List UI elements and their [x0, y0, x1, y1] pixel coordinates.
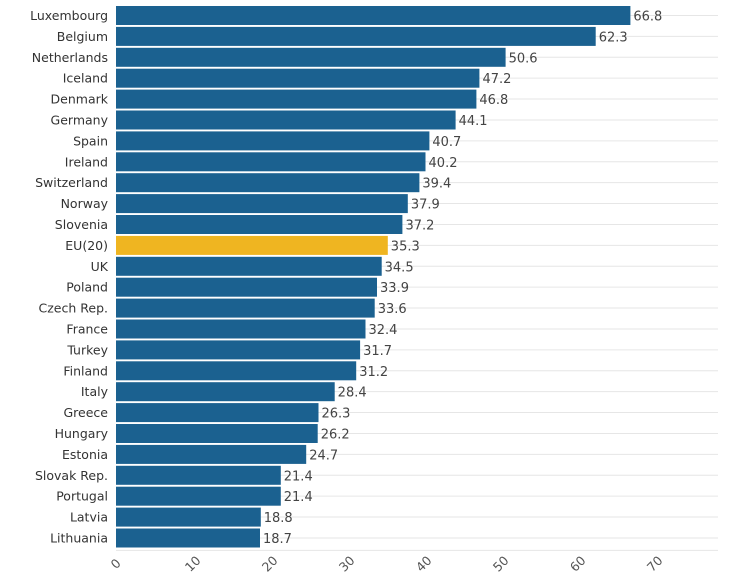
value-label: 50.6: [509, 51, 538, 66]
value-label: 18.8: [264, 511, 293, 526]
category-label: Slovenia: [55, 217, 108, 232]
category-label: Norway: [61, 196, 109, 211]
bars: [116, 6, 631, 548]
value-label: 26.2: [321, 427, 350, 442]
value-label: 24.7: [309, 448, 338, 463]
value-label: 66.8: [633, 9, 662, 24]
bar[interactable]: [116, 173, 420, 193]
category-label: Latvia: [70, 510, 108, 525]
bar[interactable]: [116, 47, 506, 67]
bar[interactable]: [116, 235, 388, 255]
bar[interactable]: [116, 507, 261, 527]
value-label: 44.1: [459, 114, 488, 129]
category-label: EU(20): [65, 238, 108, 253]
value-label: 33.6: [378, 302, 407, 317]
value-label: 39.4: [422, 177, 451, 192]
x-tick-label: 20: [259, 553, 281, 575]
x-axis-ticks: 0 10 20 30 40 50 60 70: [108, 553, 666, 575]
category-label: Czech Rep.: [39, 301, 108, 316]
category-label: Portugal: [56, 489, 108, 504]
value-label: 31.2: [359, 365, 388, 380]
category-label: Luxembourg: [30, 8, 108, 23]
value-label: 34.5: [385, 260, 414, 275]
x-tick-label: 30: [336, 553, 358, 575]
category-label: Estonia: [62, 447, 108, 462]
bar[interactable]: [116, 68, 480, 88]
bar[interactable]: [116, 361, 357, 381]
value-label: 26.3: [322, 407, 351, 422]
bar[interactable]: [116, 277, 377, 297]
value-labels: 66.8 62.3 50.6 47.2 46.8 44.1 40.7 40.2 39.4 37.9…: [263, 9, 662, 547]
bar[interactable]: [116, 194, 408, 214]
value-label: 46.8: [479, 93, 508, 108]
bar[interactable]: [116, 215, 403, 234]
bar[interactable]: [116, 298, 375, 318]
bar[interactable]: [116, 110, 456, 130]
value-label: 37.2: [405, 218, 434, 233]
value-label: 18.7: [263, 532, 292, 547]
x-tick-label: 0: [108, 555, 124, 571]
category-label: UK: [91, 259, 109, 274]
bar[interactable]: [116, 256, 382, 276]
bar[interactable]: [116, 89, 477, 109]
x-tick-label: 40: [413, 553, 435, 575]
value-label: 28.4: [338, 386, 367, 401]
category-labels: Luxembourg Belgium Netherlands Iceland Denma…: [30, 8, 109, 546]
bar[interactable]: [116, 528, 260, 548]
category-label: Italy: [81, 384, 109, 399]
x-tick-label: 50: [490, 553, 512, 575]
bar[interactable]: [116, 340, 361, 360]
category-label: Belgium: [57, 29, 108, 44]
value-label: 21.4: [284, 490, 313, 505]
value-label: 47.2: [482, 72, 511, 87]
category-label: Denmark: [51, 92, 109, 107]
value-label: 37.9: [411, 198, 440, 213]
category-label: Iceland: [63, 71, 108, 86]
value-label: 40.7: [432, 135, 461, 150]
category-label: Slovak Rep.: [35, 468, 108, 483]
bar[interactable]: [116, 6, 631, 25]
category-label: Finland: [63, 363, 108, 378]
bar[interactable]: [116, 424, 318, 443]
bar[interactable]: [116, 152, 426, 172]
category-label: Poland: [66, 280, 108, 295]
bar[interactable]: [116, 403, 319, 423]
value-label: 35.3: [391, 239, 420, 254]
value-label: 32.4: [368, 323, 397, 338]
value-label: 62.3: [599, 30, 628, 45]
category-label: Lithuania: [50, 530, 108, 545]
category-label: Germany: [51, 112, 109, 127]
bar[interactable]: [116, 465, 281, 485]
category-label: Hungary: [55, 426, 109, 441]
category-label: Turkey: [66, 342, 108, 357]
x-tick-label: 70: [644, 553, 666, 575]
bar[interactable]: [116, 444, 307, 464]
category-label: Switzerland: [35, 175, 108, 190]
category-label: Spain: [73, 133, 108, 148]
bar[interactable]: [116, 26, 596, 46]
bar[interactable]: [116, 382, 335, 402]
category-label: France: [66, 321, 108, 336]
category-label: Netherlands: [32, 50, 108, 65]
value-label: 40.2: [429, 156, 458, 171]
x-tick-label: 10: [182, 553, 204, 575]
value-label: 31.7: [363, 344, 392, 359]
bar[interactable]: [116, 319, 366, 339]
value-label: 21.4: [284, 469, 313, 484]
bar[interactable]: [116, 486, 281, 506]
bar[interactable]: [116, 131, 430, 151]
value-label: 33.9: [380, 281, 409, 296]
category-label: Ireland: [65, 154, 108, 169]
category-label: Greece: [64, 405, 109, 420]
x-tick-label: 60: [567, 553, 589, 575]
